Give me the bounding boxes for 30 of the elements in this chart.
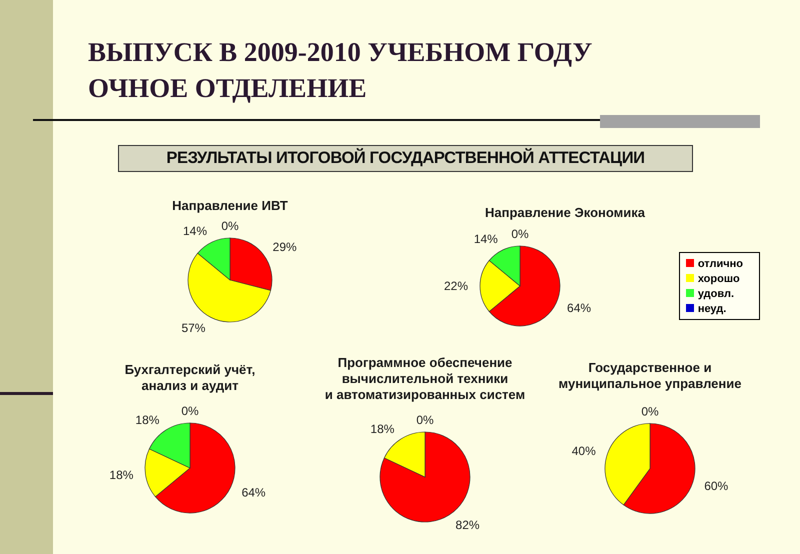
legend-label: отлично bbox=[698, 258, 743, 270]
data-label: 22% bbox=[444, 279, 468, 293]
text: РЕЗУЛЬТАТЫ ИТОГОВОЙ ГОСУДАРСТВЕННОЙ АТТЕСТАЦИИ bbox=[166, 149, 645, 168]
data-label: 14% bbox=[474, 232, 498, 246]
legend-label: удовл. bbox=[698, 288, 734, 300]
data-label: 82% bbox=[456, 518, 480, 532]
text: 0% bbox=[416, 413, 434, 427]
text: 0% bbox=[511, 227, 529, 241]
chart-title: Направление Экономика bbox=[484, 205, 646, 222]
chart-title: Направление ИВТ bbox=[171, 198, 289, 215]
data-label: 64% bbox=[242, 485, 266, 500]
data-label: 57% bbox=[181, 321, 206, 336]
text: ВЫПУСК В 2009-2010 УЧЕБНОМ ГОДУ ОЧНОЕ ОТДЕЛЕНИЕ bbox=[88, 36, 594, 105]
data-label: 14% bbox=[182, 224, 208, 238]
data-label: 18% bbox=[370, 422, 395, 436]
text: 0% bbox=[221, 219, 239, 233]
pie-slice bbox=[380, 432, 470, 522]
legend-label: неуд. bbox=[698, 303, 726, 315]
legend-label: хорошо bbox=[698, 273, 740, 285]
data-label: 18% bbox=[109, 468, 134, 482]
chart-title: Программное обеспечение вычислительной техники и автоматизированных систем bbox=[324, 355, 526, 404]
text: 0% bbox=[181, 404, 199, 418]
text: 0% bbox=[641, 404, 659, 418]
data-label: 60% bbox=[704, 479, 729, 494]
data-label: 64% bbox=[567, 301, 592, 316]
chart-title: Бухгалтерский учёт, анализ и аудит bbox=[124, 362, 256, 395]
data-label: 40% bbox=[572, 444, 596, 458]
chart-title: Государственное и муниципальное управление bbox=[558, 360, 742, 393]
data-label: 18% bbox=[135, 412, 160, 427]
data-label: 29% bbox=[272, 240, 298, 254]
